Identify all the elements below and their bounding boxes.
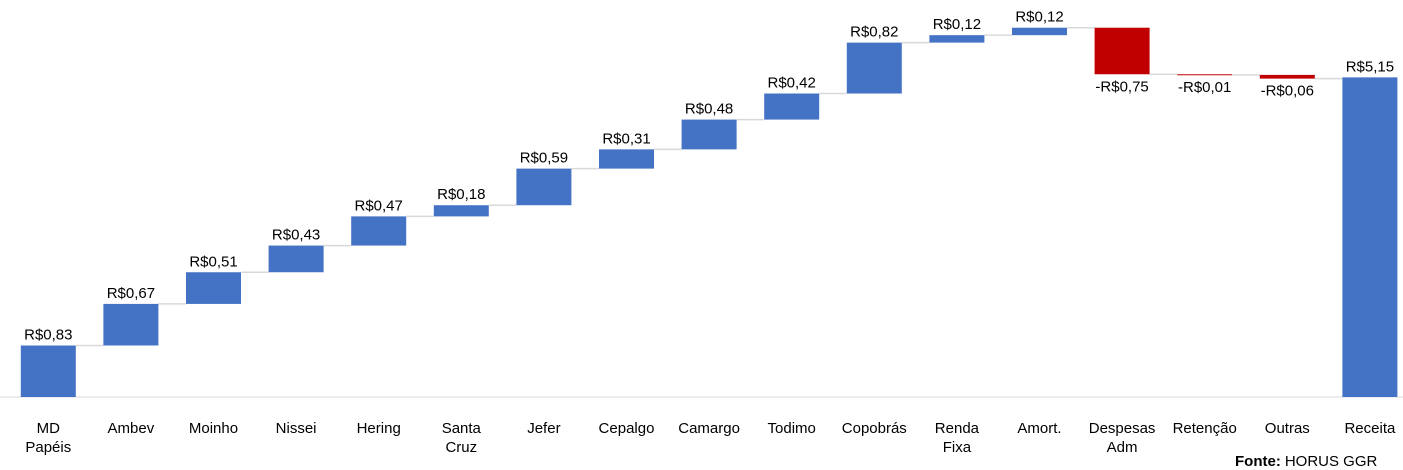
x-tick-label: Camargo — [678, 420, 740, 437]
value-label: -R$0,75 — [1095, 78, 1148, 95]
x-tick-line: Moinho — [189, 420, 238, 437]
x-tick-line: Nissei — [276, 420, 317, 437]
value-label: R$0,82 — [850, 24, 898, 41]
x-tick-label: Despesas Adm — [1089, 420, 1156, 456]
x-tick-line: Renda — [935, 420, 980, 437]
value-label: R$0,43 — [272, 227, 320, 244]
x-tick-line: Cepalgo — [599, 420, 655, 437]
x-tick-line: Fixa — [943, 439, 972, 456]
value-label: R$0,31 — [602, 130, 650, 147]
x-tick-label: Amort. — [1017, 420, 1061, 437]
bar — [20, 345, 76, 397]
value-label: R$0,18 — [437, 186, 485, 203]
x-tick-line: MD — [37, 420, 60, 437]
bar — [1012, 27, 1067, 36]
bar — [351, 216, 407, 246]
value-label: R$0,12 — [1015, 9, 1063, 26]
bar — [1177, 74, 1233, 76]
x-tick-line: Papéis — [25, 439, 71, 456]
bar — [433, 205, 489, 217]
bar — [186, 272, 241, 304]
x-tick-line: Todimo — [768, 420, 816, 437]
bar — [1259, 74, 1315, 79]
x-tick-line: Adm — [1107, 439, 1138, 456]
bar — [103, 303, 159, 346]
x-tick-label: Renda Fixa — [935, 420, 980, 456]
x-tick-label: Todimo — [768, 420, 816, 437]
value-label: R$0,42 — [768, 75, 816, 92]
bar — [1094, 27, 1150, 75]
x-tick-label: Nissei — [276, 420, 317, 437]
bar — [764, 93, 820, 120]
source-label: Fonte: — [1235, 453, 1281, 470]
bar — [599, 149, 654, 169]
value-label: R$0,59 — [520, 150, 568, 167]
x-tick-line: Ambev — [108, 420, 155, 437]
bar — [929, 35, 985, 43]
bar — [1342, 77, 1398, 397]
x-tick-line: Jefer — [527, 420, 560, 437]
x-tick-line: Hering — [357, 420, 401, 437]
source: Fonte: HORUS GGR — [1235, 453, 1378, 470]
x-tick-label: Hering — [357, 420, 401, 437]
value-label: R$0,47 — [355, 197, 403, 214]
x-tick-line: Cruz — [445, 439, 477, 456]
value-label: -R$0,01 — [1178, 79, 1231, 96]
bar — [681, 119, 737, 150]
x-tick-line: Camargo — [678, 420, 740, 437]
x-tick-line: Outras — [1265, 420, 1310, 437]
x-tick-line: Receita — [1344, 420, 1396, 437]
x-tick-label: Retenção — [1173, 420, 1237, 437]
x-tick-label: Jefer — [527, 420, 560, 437]
x-tick-line: Santa — [442, 420, 482, 437]
x-tick-label: Santa Cruz — [442, 420, 482, 456]
value-label: R$0,51 — [189, 253, 237, 270]
x-tick-line: Amort. — [1017, 420, 1061, 437]
value-label: R$5,15 — [1346, 58, 1394, 75]
x-tick-label: MD Papéis — [25, 420, 71, 456]
bar — [268, 245, 324, 273]
x-tick-label: Copobrás — [842, 420, 907, 437]
value-label: -R$0,06 — [1261, 83, 1314, 100]
bar — [846, 42, 902, 94]
x-tick-label: Receita — [1344, 420, 1396, 437]
x-tick-line: Retenção — [1173, 420, 1237, 437]
bar — [516, 168, 572, 206]
x-tick-line: Copobrás — [842, 420, 907, 437]
value-label: R$0,67 — [107, 285, 155, 302]
x-tick-label: Cepalgo — [599, 420, 655, 437]
x-tick-label: Ambev — [108, 420, 155, 437]
x-tick-line: Despesas — [1089, 420, 1156, 437]
value-label: R$0,12 — [933, 16, 981, 33]
value-label: R$0,48 — [685, 101, 733, 118]
source-text: HORUS GGR — [1285, 453, 1378, 470]
value-label: R$0,83 — [24, 326, 72, 343]
x-tick-label: Moinho — [189, 420, 238, 437]
x-tick-label: Outras — [1265, 420, 1310, 437]
